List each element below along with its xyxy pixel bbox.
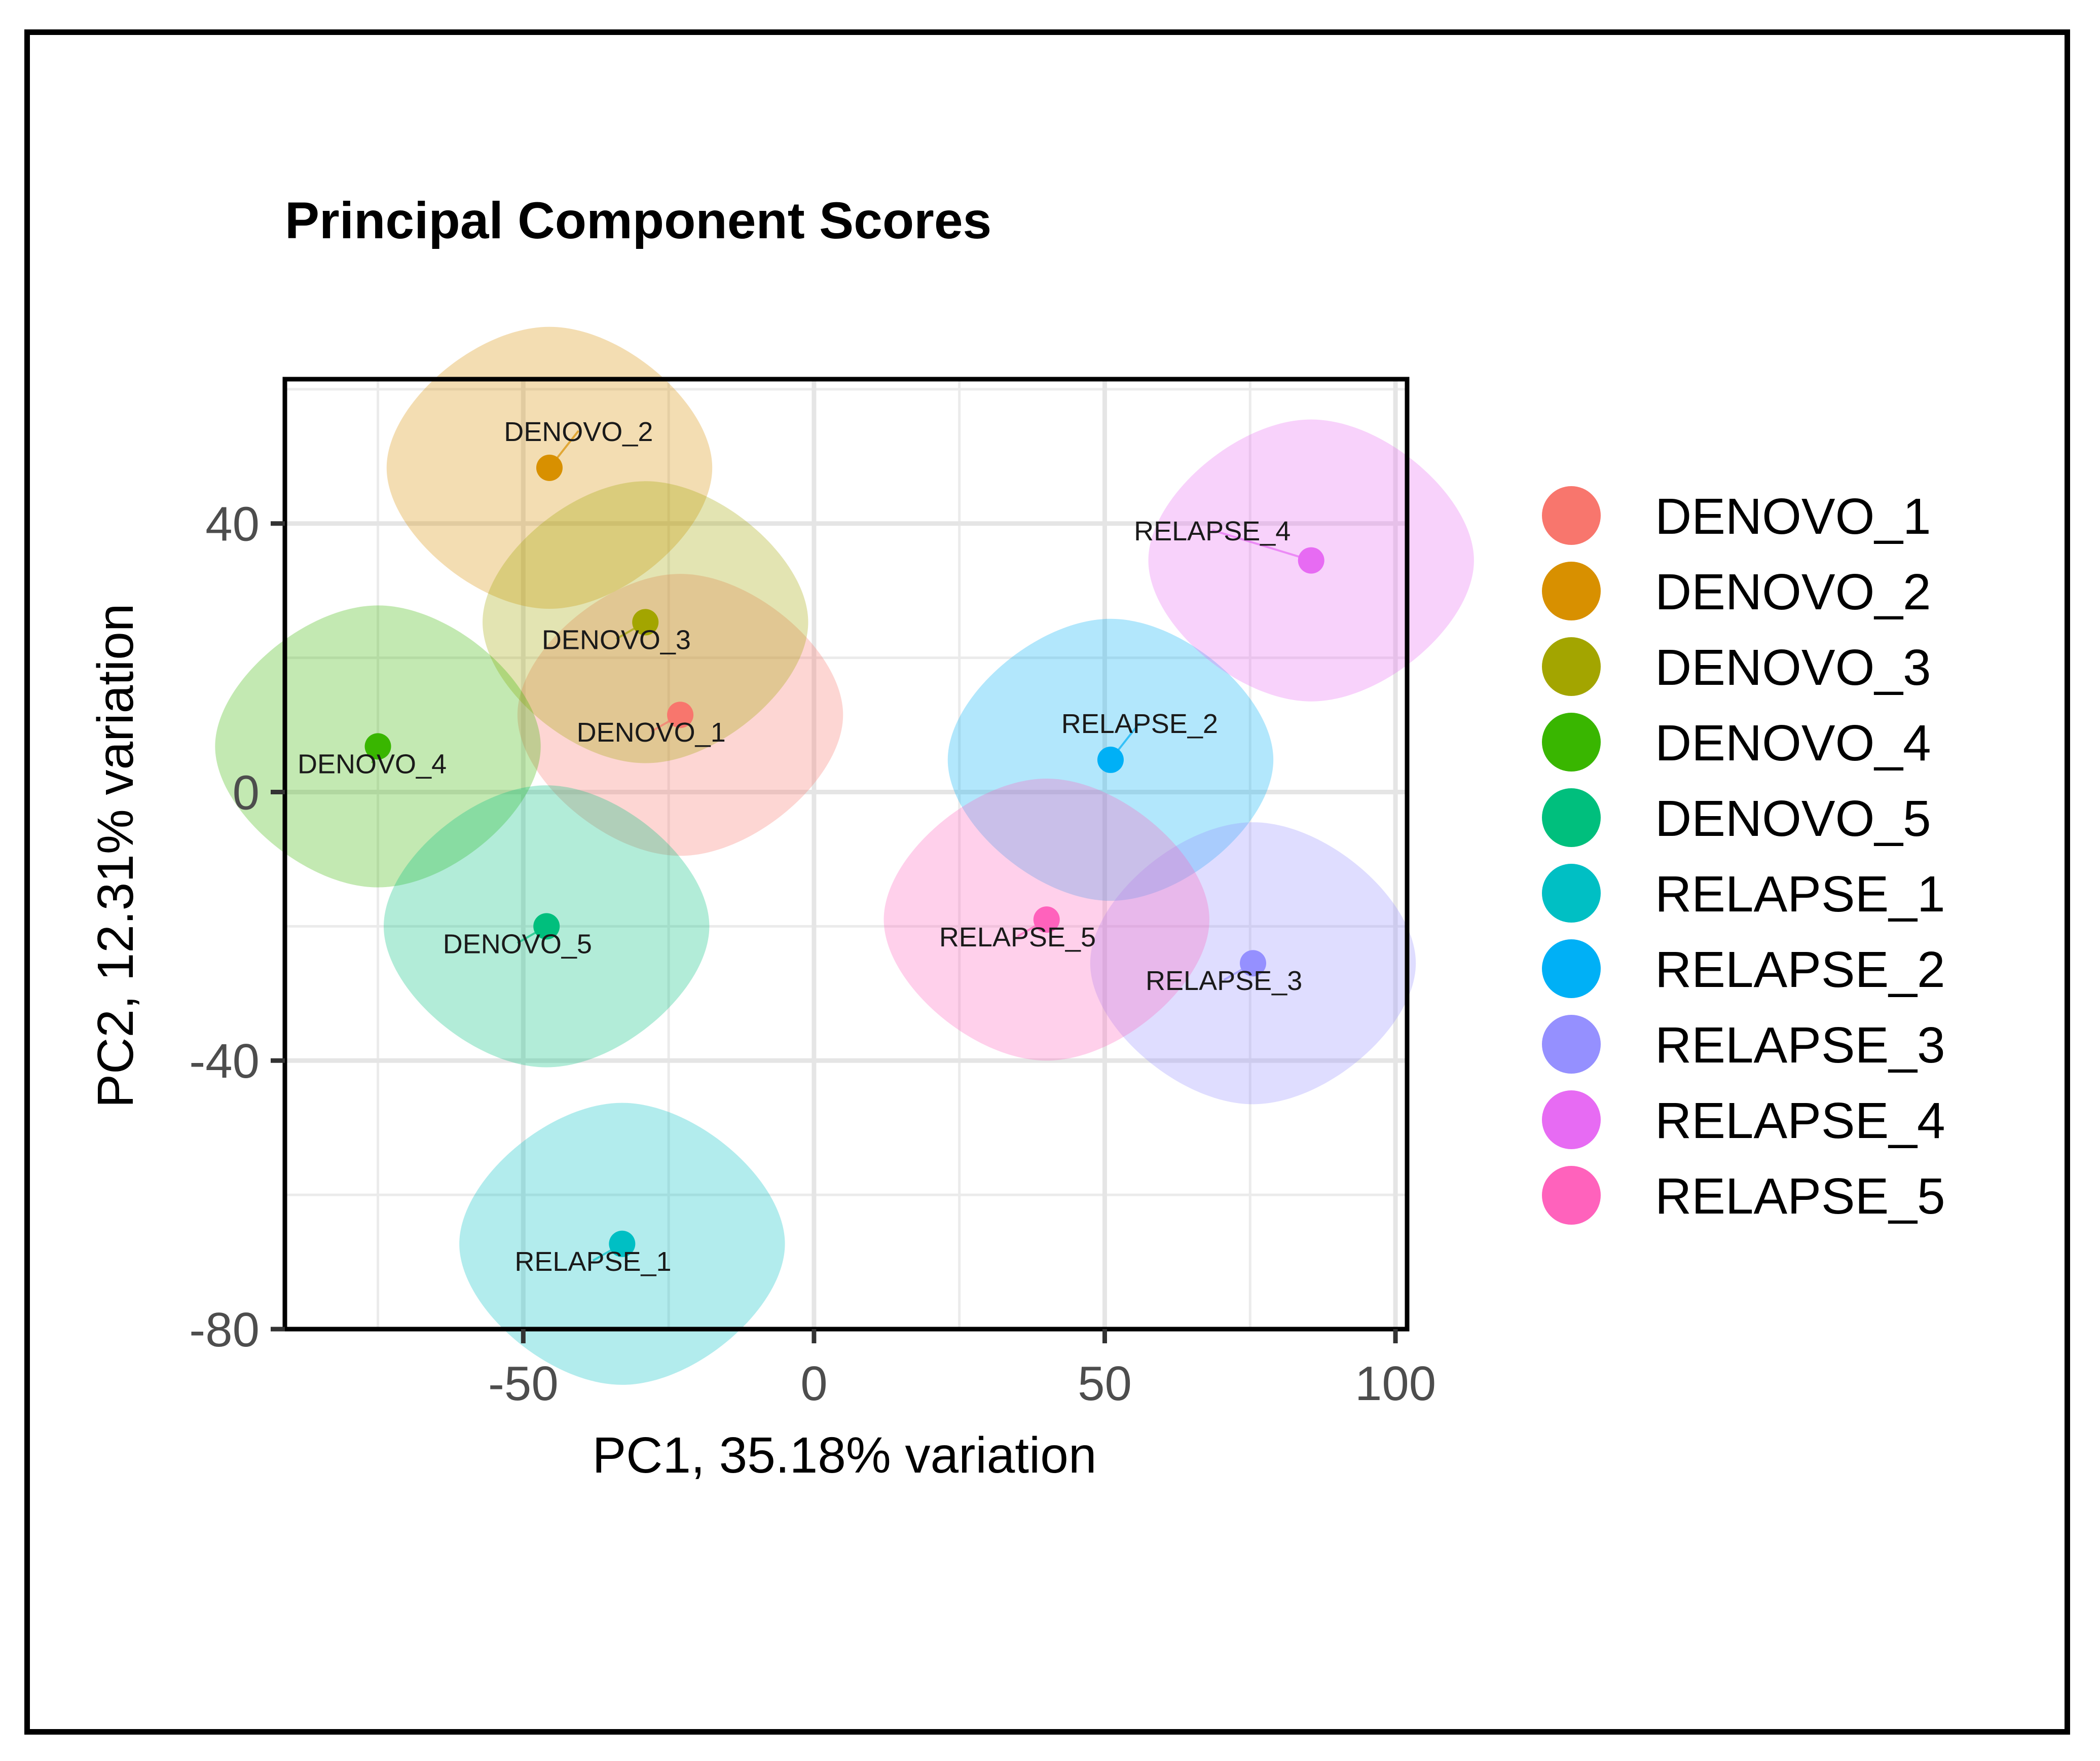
panel-border [282, 377, 1410, 1332]
point-label-relapse-2: RELAPSE_2 [1061, 709, 1218, 739]
legend: DENOVO_1 DENOVO_2 DENOVO_3 DENOVO_4 DENOVO_5… [1542, 486, 1945, 1225]
legend-label-denovo-1: DENOVO_1 [1655, 488, 1931, 545]
x-tick-label: 0 [800, 1356, 827, 1411]
point-connector-denovo-4 [371, 746, 379, 764]
point-label-denovo-4: DENOVO_4 [298, 749, 447, 779]
legend-key-relapse-3 [1542, 1015, 1601, 1074]
legend-label-relapse-5: RELAPSE_5 [1655, 1168, 1945, 1225]
legend-label-denovo-5: DENOVO_5 [1655, 790, 1931, 847]
point-label-denovo-3: DENOVO_3 [542, 625, 691, 655]
point-connector-relapse-5 [1017, 919, 1047, 937]
point-connector-relapse-3 [1223, 962, 1254, 981]
y-tick-label: 40 [205, 497, 260, 552]
legend-label-denovo-4: DENOVO_4 [1655, 715, 1931, 772]
y-tick-label: -40 [189, 1034, 260, 1088]
x-tick-label: 50 [1078, 1356, 1132, 1411]
points-layer: DENOVO_1 DENOVO_2 DENOVO_3 DENOVO_4 DENOVO_5… [298, 417, 1324, 1277]
x-tick-label: 100 [1355, 1356, 1436, 1411]
point-connector-denovo-3 [615, 621, 646, 640]
legend-key-relapse-2 [1542, 939, 1601, 998]
x-axis-label: PC1, 35.18% variation [592, 1427, 1096, 1484]
y-tick-label: -80 [189, 1303, 260, 1357]
point-connector-denovo-2 [548, 430, 579, 469]
point-label-relapse-3: RELAPSE_3 [1146, 966, 1302, 996]
plot-panel-grid [285, 379, 1407, 1329]
point-label-denovo-2: DENOVO_2 [504, 417, 653, 447]
legend-label-denovo-3: DENOVO_3 [1655, 639, 1931, 696]
point-label-relapse-5: RELAPSE_5 [939, 922, 1096, 952]
legend-label-relapse-2: RELAPSE_2 [1655, 941, 1945, 998]
y-tick-label: 0 [233, 765, 260, 820]
point-connector-relapse-1 [592, 1243, 623, 1262]
legend-key-denovo-1 [1542, 486, 1601, 545]
x-tick-label: -50 [488, 1356, 559, 1411]
legend-key-denovo-5 [1542, 788, 1601, 847]
legend-label-denovo-2: DENOVO_2 [1655, 564, 1931, 620]
legend-key-denovo-2 [1542, 562, 1601, 620]
point-connector-relapse-4 [1212, 529, 1312, 562]
point-connector-relapse-2 [1110, 722, 1140, 761]
legend-key-relapse-1 [1542, 864, 1601, 923]
point-connector-denovo-1 [650, 714, 681, 732]
legend-label-relapse-4: RELAPSE_4 [1655, 1092, 1945, 1149]
y-axis-label: PC2, 12.31% variation [87, 603, 144, 1108]
point-label-denovo-1: DENOVO_1 [577, 717, 726, 748]
legend-key-denovo-4 [1542, 713, 1601, 772]
ellipse-layer [215, 326, 1474, 1385]
point-label-relapse-1: RELAPSE_1 [514, 1246, 671, 1277]
point-label-denovo-5: DENOVO_5 [443, 929, 592, 959]
legend-label-relapse-1: RELAPSE_1 [1655, 866, 1945, 923]
legend-key-relapse-5 [1542, 1166, 1601, 1225]
point-connector-denovo-5 [517, 925, 547, 944]
chart-title: Principal Component Scores [285, 192, 991, 249]
legend-key-relapse-4 [1542, 1090, 1601, 1149]
legend-label-relapse-3: RELAPSE_3 [1655, 1017, 1945, 1074]
point-label-relapse-4: RELAPSE_4 [1134, 516, 1291, 546]
legend-key-denovo-3 [1542, 637, 1601, 696]
panel-background [285, 379, 1407, 1329]
